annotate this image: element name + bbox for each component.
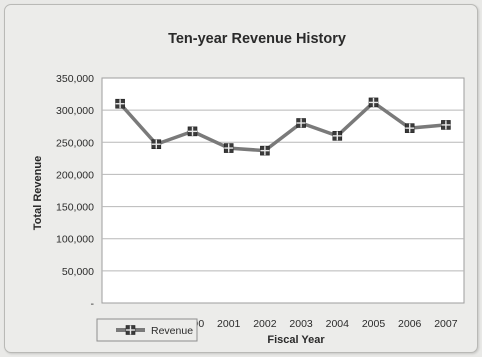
y-tick-label: 150,000 [56,202,94,214]
x-axis-title: Fiscal Year [267,334,325,346]
data-point-marker [332,131,343,141]
legend: Revenue [96,318,198,342]
y-axis-tick-labels: - 50,000 100,000 150,000 200,000 250,000 300,0… [56,73,94,310]
x-tick-label: 2006 [398,318,422,330]
data-point-marker [368,97,379,108]
x-tick-label: 2003 [289,318,313,330]
x-tick-label: 2005 [362,318,386,330]
x-axis-tick-labels: *199819992000200120022003200420052006200… [106,318,457,330]
data-point-marker [187,126,198,137]
data-point-marker [115,98,125,109]
y-tick-label: 50,000 [62,266,94,278]
data-point-marker [151,139,162,150]
data-point-marker [260,145,270,156]
x-tick-label: 2007 [434,318,458,330]
y-tick-label: - [91,298,95,310]
legend-marker [125,325,136,335]
legend-box [96,318,198,342]
series-revenue [115,97,451,156]
data-point-marker [404,123,415,133]
data-point-marker [296,118,306,128]
series-line [118,100,447,153]
y-tick-label: 100,000 [56,234,94,246]
y-axis-title: Total Revenue [32,156,44,230]
x-tick-label: 2001 [217,318,241,330]
y-tick-label: 350,000 [56,73,94,85]
x-tick-label: 2004 [326,318,350,330]
chart-frame: Ten-year Revenue History - 50,000 100,000 1… [4,4,478,353]
data-point-marker [223,143,234,153]
y-tick-label: 250,000 [56,137,94,149]
x-tick-label: 2002 [253,318,277,330]
y-tick-label: 200,000 [56,169,94,181]
chart-title: Ten-year Revenue History [168,31,346,47]
plot-area [101,77,465,304]
y-tick-label: 300,000 [56,105,94,117]
legend-label-revenue: Revenue [151,325,193,337]
line-chart: Ten-year Revenue History - 50,000 100,000 1… [32,31,465,346]
data-point-marker [441,120,451,130]
legend-marker-icon [125,325,136,335]
